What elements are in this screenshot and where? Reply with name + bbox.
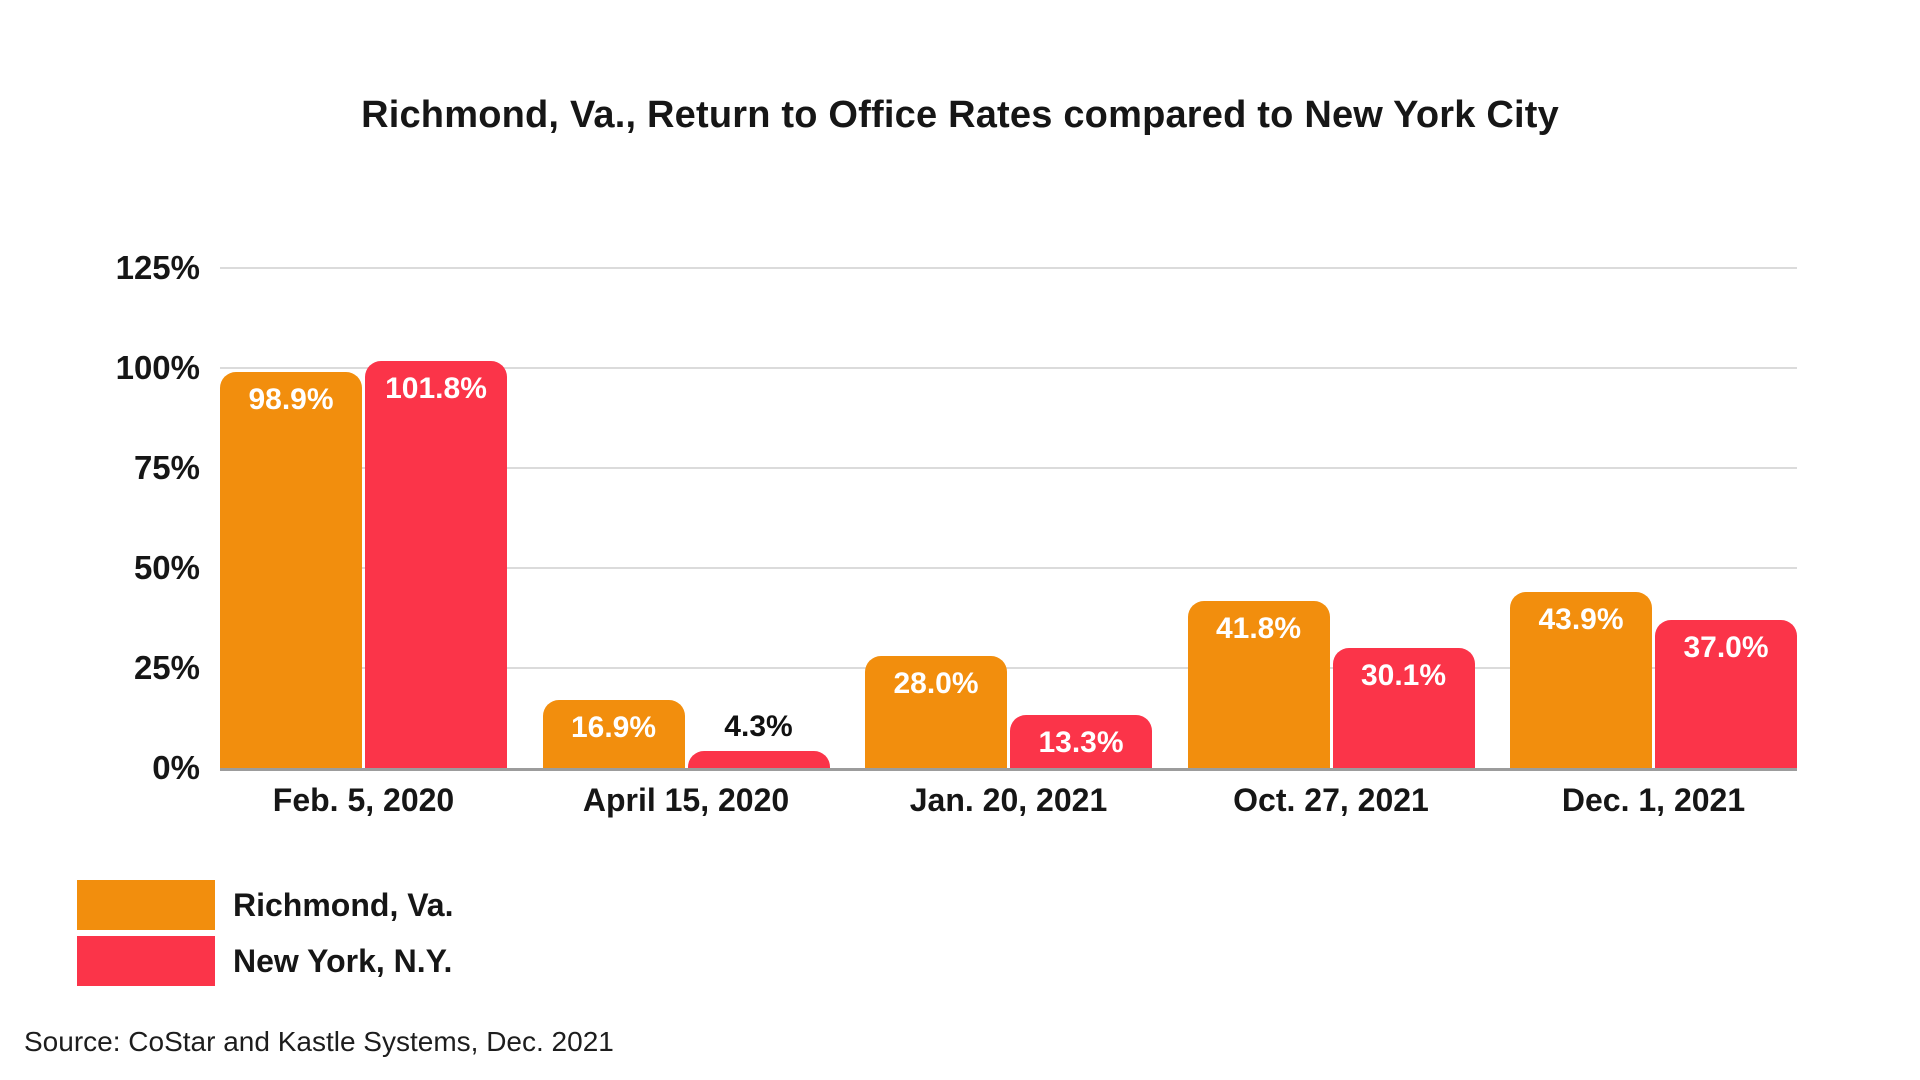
bar-group: 16.9% 4.3% xyxy=(542,268,830,768)
bar-new-york-n-y: 13.3% xyxy=(1010,714,1152,768)
legend-swatch-newyork xyxy=(77,936,215,986)
legend-item-newyork: New York, N.Y. xyxy=(77,936,453,986)
bar-group: 28.0% 13.3% xyxy=(865,268,1152,768)
x-axis: Feb. 5, 2020 April 15, 2020 Jan. 20, 2021 O… xyxy=(220,782,1797,819)
bar-new-york-n-y: 37.0% xyxy=(1655,620,1797,768)
bar-value-label: 13.3% xyxy=(1038,725,1124,759)
x-tick-label: Oct. 27, 2021 xyxy=(1233,782,1429,818)
bar-value-label: 98.9% xyxy=(248,383,334,417)
gridline xyxy=(220,367,1797,369)
plot-area: 98.9% 101.8% 16.9% 4.3% 28.0% 13.3% 41.8% 30.1%… xyxy=(220,267,1797,771)
y-tick-label: 0% xyxy=(152,749,200,786)
bar-value-label: 30.1% xyxy=(1360,658,1447,692)
x-tick-label: Dec. 1, 2021 xyxy=(1561,782,1746,818)
bar-value-label: 101.8% xyxy=(385,371,487,405)
bar-new-york-n-y: 30.1% xyxy=(1332,647,1475,768)
gridline xyxy=(220,467,1797,469)
y-tick-label: 25% xyxy=(133,649,200,686)
bar-new-york-n-y: 101.8% xyxy=(365,360,507,768)
bar-richmond-va: 43.9% xyxy=(1510,592,1652,768)
chart-title: Richmond, Va., Return to Office Rates co… xyxy=(361,94,1559,136)
bar-group: 98.9% 101.8% xyxy=(220,268,507,768)
gridline xyxy=(220,667,1797,669)
bar-new-york-n-y: 4.3% xyxy=(687,710,830,768)
bar-richmond-va: 98.9% xyxy=(220,372,362,768)
legend-label-newyork: New York, N.Y. xyxy=(233,942,453,979)
bar-value-label: 16.9% xyxy=(570,711,657,745)
x-tick-label: Jan. 20, 2021 xyxy=(909,782,1108,818)
source-note: Source: CoStar and Kastle Systems, Dec. … xyxy=(24,1026,614,1057)
y-tick-label: 75% xyxy=(133,449,200,486)
bar-richmond-va: 28.0% xyxy=(865,656,1007,768)
y-tick-label: 50% xyxy=(133,549,200,586)
y-axis: 0% 25% 50% 75% 100% 125% xyxy=(0,249,200,786)
gridline xyxy=(220,567,1797,569)
bar-value-label: 43.9% xyxy=(1538,603,1624,637)
x-tick-label: April 15, 2020 xyxy=(582,782,790,818)
y-tick-label: 100% xyxy=(115,349,200,386)
bar-value-label: 37.0% xyxy=(1683,631,1769,664)
legend-swatch-richmond xyxy=(77,880,215,930)
bar-richmond-va: 16.9% xyxy=(542,700,685,768)
gridline xyxy=(220,267,1797,269)
x-tick-label: Feb. 5, 2020 xyxy=(272,782,455,818)
legend-label-richmond: Richmond, Va. xyxy=(233,886,454,923)
bar-value-label: 41.8% xyxy=(1215,611,1302,645)
bar-richmond-va: 41.8% xyxy=(1187,600,1330,768)
bar-value-label: 4.3% xyxy=(724,709,793,743)
bar-value-label: 28.0% xyxy=(893,667,979,700)
bar-group: 43.9% 37.0% xyxy=(1510,268,1797,768)
bar-groups: 98.9% 101.8% 16.9% 4.3% 28.0% 13.3% 41.8% 30.1%… xyxy=(220,268,1797,768)
bar-group: 41.8% 30.1% xyxy=(1187,268,1475,768)
legend: Richmond, Va. New York, N.Y. xyxy=(77,880,453,992)
y-tick-label: 125% xyxy=(115,249,200,286)
legend-item-richmond: Richmond, Va. xyxy=(77,880,453,930)
